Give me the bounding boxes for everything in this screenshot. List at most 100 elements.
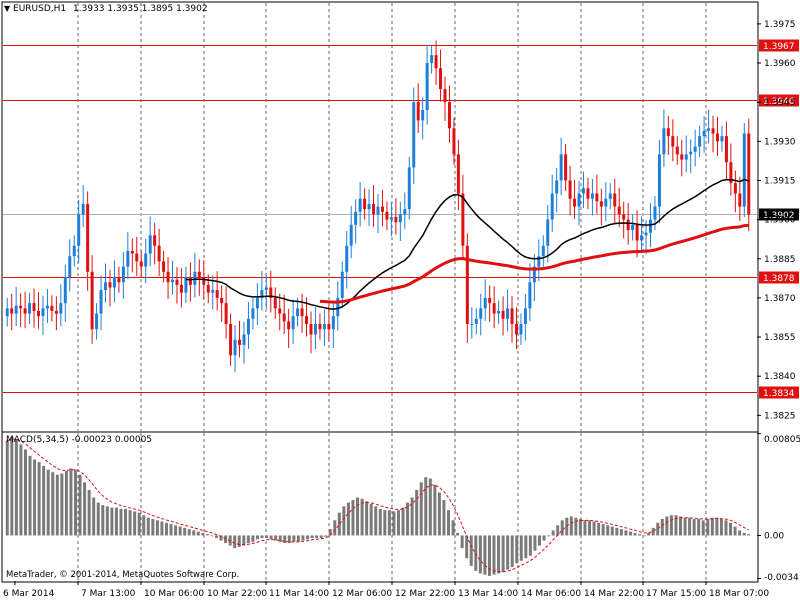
candle-body	[251, 308, 255, 319]
macd-bar	[715, 517, 719, 536]
price-tick-label: 1.3900	[764, 216, 796, 226]
macd-bar	[547, 535, 551, 537]
candle-body	[564, 154, 568, 181]
candle-body	[28, 303, 32, 314]
candle-body	[296, 308, 300, 317]
dropdown-triangle-icon[interactable]: ▼	[4, 4, 11, 13]
macd-bar	[610, 526, 614, 536]
macd-bar	[178, 526, 182, 536]
macd-bar	[210, 535, 214, 537]
candle-body	[452, 128, 456, 155]
macd-bar	[64, 470, 68, 536]
candle-body	[742, 133, 746, 207]
candle-body	[622, 214, 626, 220]
horizontal-levels[interactable]: 1.3967 1.3946 1.3878 1.3834 1.3902	[3, 39, 799, 400]
candle-body	[300, 308, 304, 317]
price-tick-label: 1.3945	[764, 98, 796, 108]
macd-bar	[265, 535, 269, 538]
macd-bar	[556, 525, 560, 536]
candle-body	[698, 136, 702, 147]
macd-bar	[487, 535, 491, 576]
price-tick-label: 1.3975	[764, 20, 796, 30]
macd-bar	[83, 482, 87, 536]
candle-body	[23, 308, 27, 314]
candle-body	[711, 128, 715, 134]
macd-bar	[351, 500, 355, 536]
macd-bar	[510, 535, 514, 568]
macd-bar	[51, 472, 55, 536]
macd-bar	[283, 535, 287, 544]
price-tick-label: 1.3870	[764, 294, 796, 304]
candle-body	[640, 235, 644, 241]
macd-bar	[738, 530, 742, 536]
candle-body	[720, 136, 724, 142]
candle-body	[72, 245, 76, 257]
candle-body	[577, 193, 581, 207]
candle-body	[586, 188, 590, 199]
macd-bar	[588, 520, 592, 536]
time-tick-label: 10 Mar 22:00	[207, 589, 267, 599]
candle-body	[604, 198, 608, 207]
candle-body	[255, 297, 259, 309]
candle-body	[121, 266, 125, 283]
macd-bar	[55, 474, 59, 536]
candle-body	[59, 303, 63, 314]
candles	[5, 40, 751, 373]
candle-body	[175, 279, 179, 285]
macd-tick-label: 0.00805	[764, 435, 800, 445]
macd-bar	[451, 520, 455, 536]
macd-bar	[356, 497, 360, 536]
time-tick-label: 13 Mar 14:00	[458, 589, 518, 599]
macd-bar	[506, 535, 510, 570]
macd-bar	[747, 534, 751, 536]
macd-bar	[492, 535, 496, 575]
candle-body	[497, 310, 501, 314]
candle-body	[398, 214, 402, 223]
macd-bar	[342, 506, 346, 536]
candle-body	[112, 277, 116, 288]
macd-bar	[374, 506, 378, 536]
macd-bar	[315, 535, 319, 538]
candle-body	[595, 193, 599, 202]
macd-bar	[237, 535, 241, 547]
candle-body	[166, 271, 170, 283]
macd-bar	[310, 535, 314, 538]
macd-tick-label: -0.0034	[764, 573, 799, 583]
price-tick-label: 1.3930	[764, 137, 796, 147]
candle-body	[657, 154, 661, 207]
candle-body	[573, 198, 577, 207]
candle-body	[501, 310, 505, 319]
candle-body	[733, 183, 737, 194]
macd-bar	[33, 459, 37, 536]
price-axis[interactable]: 1.3975 1.3960 1.3945 1.3930 1.3915 1.3900 1.38…	[757, 20, 800, 583]
macd-bar	[19, 444, 23, 536]
candle-body	[135, 253, 139, 262]
candle-body	[224, 303, 228, 324]
candle-body	[443, 89, 447, 103]
candle-body	[313, 324, 317, 335]
candle-body	[99, 290, 103, 314]
macd-bar	[301, 535, 305, 541]
candle-body	[188, 277, 192, 285]
macd-label: MACD(5,34,5) -0.00023 0.00005	[6, 435, 153, 445]
candle-body	[394, 217, 398, 223]
candle-body	[412, 102, 416, 168]
candle-body	[10, 308, 14, 314]
macd-bar	[233, 535, 237, 549]
chart-header: ▼ EURUSD,H1 1.3933 1.3935 1.3895 1.3902	[4, 4, 208, 14]
macd-bar	[37, 462, 41, 536]
macd-bar	[114, 507, 118, 536]
macd-bar	[260, 535, 264, 538]
level-price-tag	[759, 271, 799, 284]
candle-body	[626, 219, 630, 231]
macd-bar	[410, 497, 414, 536]
macd-bar	[456, 532, 460, 536]
candle-body	[358, 198, 362, 212]
macd-bar	[665, 516, 669, 536]
candle-body	[671, 136, 675, 147]
macd-bar	[542, 535, 546, 541]
macd-bar	[724, 520, 728, 536]
macd-bar	[551, 530, 555, 536]
